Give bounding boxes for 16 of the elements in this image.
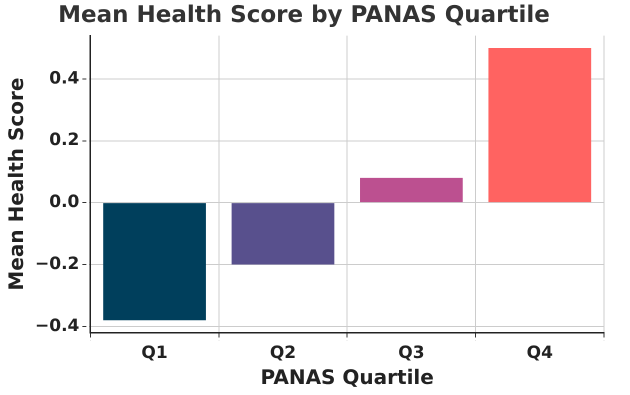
y-tick-label: 0.2 xyxy=(49,130,80,150)
x-tick-label: Q1 xyxy=(141,343,168,364)
chart-title: Mean Health Score by PANAS Quartile xyxy=(58,2,550,28)
y-tick-label: −0.4 xyxy=(35,316,80,336)
bar xyxy=(103,203,206,320)
bar xyxy=(232,203,334,265)
x-tick-label: Q4 xyxy=(526,343,554,364)
y-tick-label: −0.2 xyxy=(35,254,80,274)
y-axis-title: Mean Health Score xyxy=(4,78,28,291)
y-tick-label: 0.4 xyxy=(49,68,80,88)
x-tick-label: Q2 xyxy=(270,343,296,364)
x-tick-label: Q3 xyxy=(398,343,425,364)
bar xyxy=(488,48,592,202)
x-axis-title: PANAS Quartile xyxy=(260,365,434,390)
bar xyxy=(360,178,463,202)
y-tick-label: 0.0 xyxy=(49,192,80,212)
